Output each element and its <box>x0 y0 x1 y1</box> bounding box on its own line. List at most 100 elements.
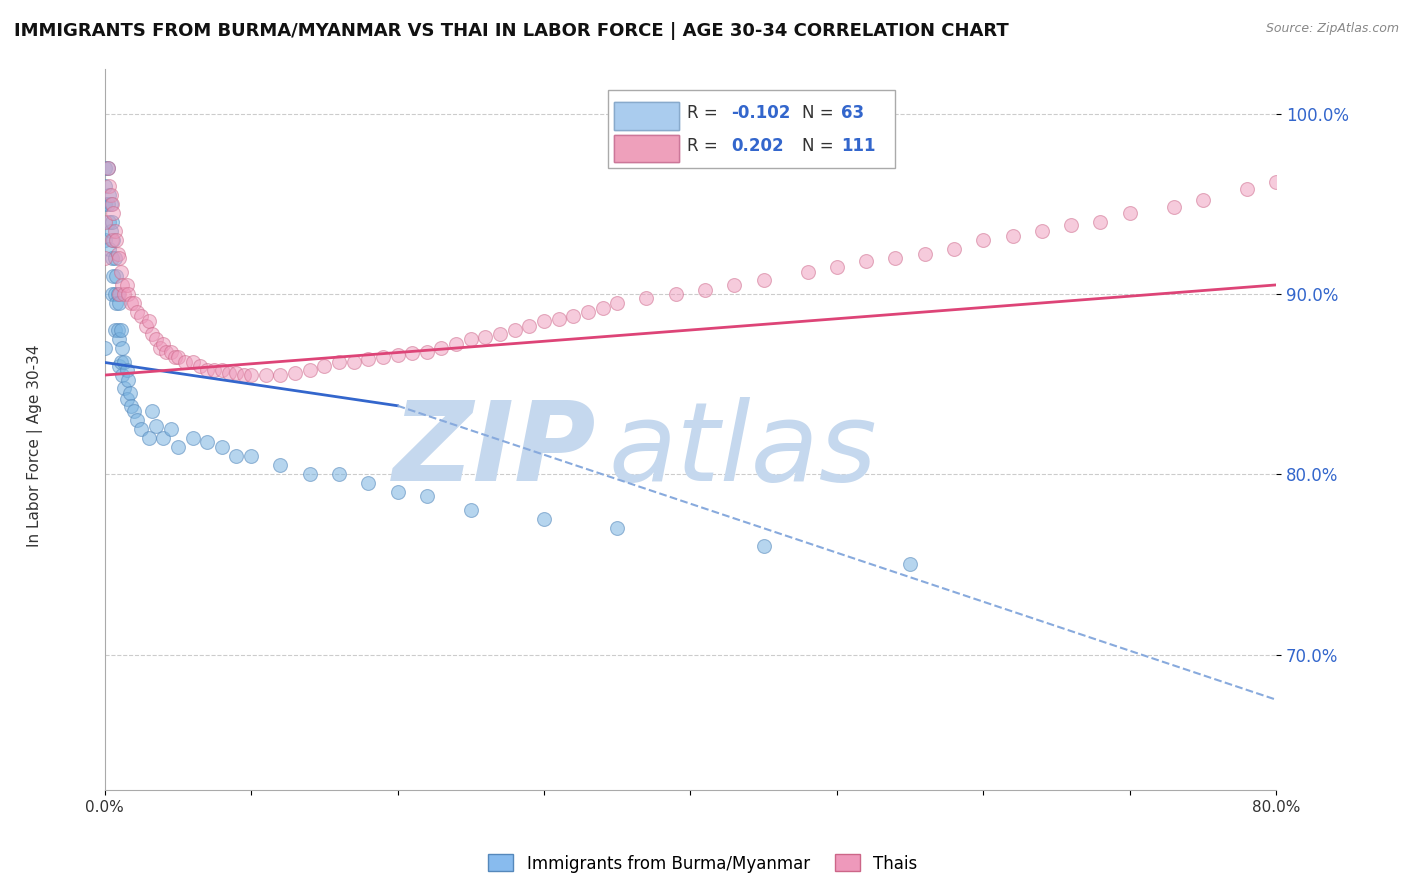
Point <box>401 346 423 360</box>
Point <box>101 251 124 265</box>
Point <box>107 323 129 337</box>
Point <box>298 362 321 376</box>
Point <box>855 254 877 268</box>
Point <box>460 332 482 346</box>
Point <box>108 359 131 373</box>
Text: -0.102: -0.102 <box>731 104 790 122</box>
FancyBboxPatch shape <box>609 90 896 168</box>
Point <box>103 206 125 220</box>
Point <box>1236 182 1258 196</box>
Point <box>972 233 994 247</box>
Point <box>328 355 350 369</box>
Point <box>416 344 439 359</box>
Point <box>105 233 128 247</box>
Point <box>576 305 599 319</box>
Text: IMMIGRANTS FROM BURMA/MYANMAR VS THAI IN LABOR FORCE | AGE 30-34 CORRELATION CHA: IMMIGRANTS FROM BURMA/MYANMAR VS THAI IN… <box>14 22 1010 40</box>
Point <box>796 265 818 279</box>
Point <box>122 404 145 418</box>
Point <box>188 359 211 373</box>
Point <box>314 359 336 373</box>
Point <box>120 399 142 413</box>
Point <box>357 351 380 366</box>
Point <box>1163 200 1185 214</box>
Point <box>152 431 174 445</box>
FancyBboxPatch shape <box>614 135 679 162</box>
Point <box>108 296 131 310</box>
Point <box>101 196 124 211</box>
Text: Source: ZipAtlas.com: Source: ZipAtlas.com <box>1265 22 1399 36</box>
Point <box>120 296 142 310</box>
Point <box>474 330 496 344</box>
Point <box>93 233 115 247</box>
Point <box>517 319 540 334</box>
Text: 63: 63 <box>842 104 865 122</box>
Point <box>135 319 157 334</box>
Text: 111: 111 <box>842 136 876 154</box>
Point <box>1090 215 1112 229</box>
Point <box>269 368 291 382</box>
Point <box>155 344 177 359</box>
Point <box>225 366 247 380</box>
Point <box>100 224 122 238</box>
Point <box>562 309 585 323</box>
Point <box>101 215 124 229</box>
Point <box>122 296 145 310</box>
Point <box>145 332 167 346</box>
Point <box>533 512 555 526</box>
Point <box>752 540 775 554</box>
Legend: Immigrants from Burma/Myanmar, Thais: Immigrants from Burma/Myanmar, Thais <box>482 847 924 880</box>
Point <box>97 161 120 175</box>
Point <box>108 287 131 301</box>
Point <box>138 431 160 445</box>
Point <box>111 341 134 355</box>
Point <box>145 418 167 433</box>
Point <box>129 422 152 436</box>
Point <box>195 362 218 376</box>
Point <box>1192 193 1215 207</box>
Point <box>98 242 121 256</box>
Point <box>284 366 307 380</box>
Point <box>98 187 121 202</box>
Point <box>149 341 172 355</box>
Point <box>101 233 124 247</box>
Point <box>218 366 240 380</box>
Text: 0.202: 0.202 <box>731 136 785 154</box>
Point <box>117 374 139 388</box>
Point <box>112 381 135 395</box>
Text: R =: R = <box>688 104 723 122</box>
Point <box>103 268 125 283</box>
Point <box>167 440 190 454</box>
Point <box>105 296 128 310</box>
Point <box>1118 206 1140 220</box>
Point <box>97 196 120 211</box>
Point <box>636 291 658 305</box>
Point <box>125 413 148 427</box>
Point <box>533 314 555 328</box>
Point <box>152 337 174 351</box>
Point <box>98 178 121 193</box>
Point <box>117 287 139 301</box>
Point <box>942 242 965 256</box>
Point <box>387 485 409 500</box>
Point <box>592 301 614 316</box>
Point <box>163 350 186 364</box>
Point <box>93 215 115 229</box>
Point <box>254 368 277 382</box>
Point <box>240 368 263 382</box>
Point <box>159 344 181 359</box>
Point <box>371 350 394 364</box>
Point <box>138 314 160 328</box>
Point <box>112 355 135 369</box>
Point <box>105 268 128 283</box>
Point <box>107 247 129 261</box>
Point <box>112 287 135 301</box>
Point <box>1001 229 1024 244</box>
Point <box>93 178 115 193</box>
Point <box>884 251 907 265</box>
Point <box>115 392 138 406</box>
Point <box>104 323 127 337</box>
Point <box>269 458 291 473</box>
Point <box>174 355 197 369</box>
Point <box>93 196 115 211</box>
Point <box>110 265 132 279</box>
